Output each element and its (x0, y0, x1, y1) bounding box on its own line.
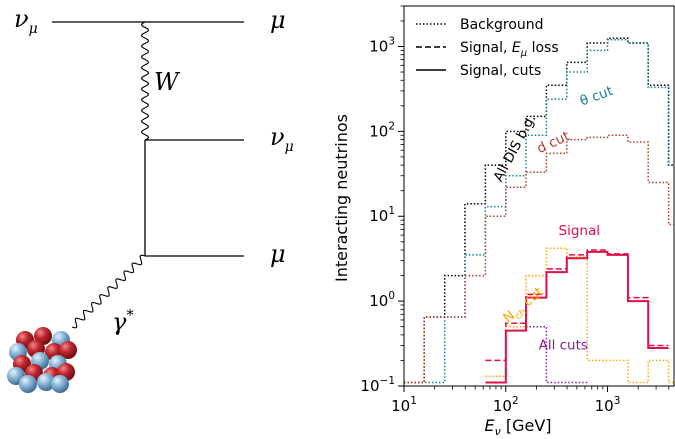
y-tick-label: 10−1 (360, 375, 395, 395)
y-axis-title: Interacting neutrinos (332, 114, 351, 282)
virtual-photon-label: γ* (112, 306, 134, 336)
y-tick-label: 102 (369, 120, 395, 140)
x-tick-label: 103 (595, 395, 621, 415)
legend: Background Signal, Eμ loss Signal, cuts (416, 17, 559, 79)
neutrino-histogram-chart: 101 102 103 10−1 100 101 102 103 All DIS b.g. θ … (332, 6, 674, 438)
legend-background-label: Background (460, 17, 544, 33)
x-tick-label: 102 (493, 395, 519, 415)
x-axis-title: Eν [GeV] (484, 416, 551, 438)
nucleus-icon (7, 327, 77, 393)
outgoing-muon-top-label: μ (270, 6, 286, 34)
y-tick-label: 101 (369, 205, 395, 225)
annotation-5: All cuts (539, 337, 588, 353)
y-tick-label: 100 (369, 290, 395, 310)
virtual-photon-wavy-line (72, 255, 145, 328)
outgoing-neutrino-label: νμ (270, 123, 294, 155)
series-layer (404, 38, 674, 382)
series-1-step-line (404, 40, 674, 383)
legend-signal-cuts-label: Signal, cuts (460, 63, 541, 79)
outgoing-muon-bottom-label: μ (270, 240, 286, 268)
series-4-step-line (526, 327, 587, 383)
feynman-diagram: νμ μ W νμ μ γ* (7, 5, 294, 393)
x-tick-label: 101 (391, 395, 417, 415)
annotation-4: Nch cut (500, 284, 548, 329)
annotation-3: Signal (559, 223, 600, 239)
y-tick-label: 103 (369, 35, 395, 55)
annotation-1: θ cut (578, 83, 615, 110)
neutron-sphere (19, 375, 37, 393)
legend-signal-loss-label: Signal, Eμ loss (460, 40, 559, 59)
w-boson-wavy-line (142, 22, 149, 140)
neutron-sphere (51, 375, 69, 393)
incoming-neutrino-label: νμ (14, 5, 38, 37)
w-boson-label: W (154, 68, 181, 96)
annotation-0: All DIS b.g. (491, 112, 540, 185)
